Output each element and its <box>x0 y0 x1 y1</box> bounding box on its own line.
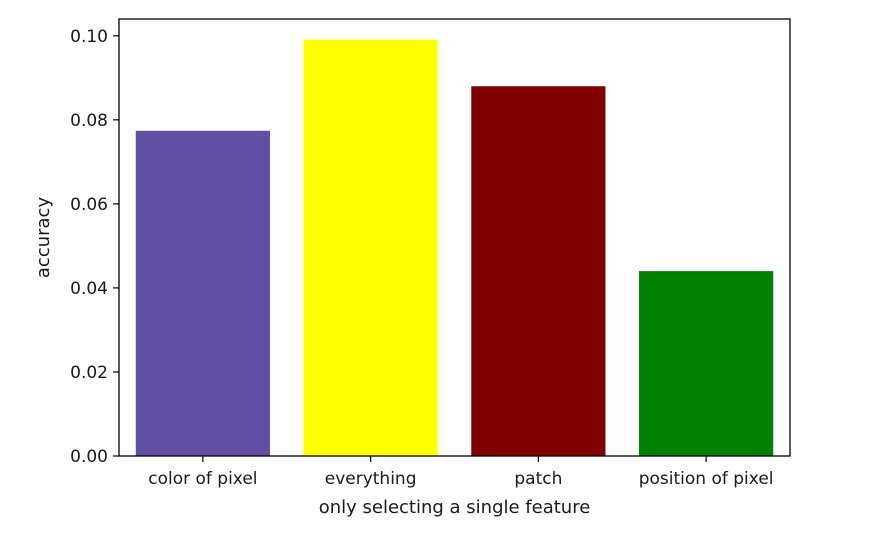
y-axis-label: accuracy <box>33 197 54 279</box>
plot-area: color of pixel everything patch position of… <box>70 27 773 489</box>
x-axis-label: only selecting a single feature <box>319 497 591 518</box>
x-tick-label-3: position of pixel <box>639 469 774 489</box>
bar-3 <box>639 271 774 456</box>
y-tick-label-4: 0.08 <box>70 111 108 131</box>
x-tick-label-0: color of pixel <box>148 469 257 489</box>
bar-1 <box>303 39 438 457</box>
y-tick-label-2: 0.04 <box>70 279 108 299</box>
y-tick-label-3: 0.06 <box>70 195 108 215</box>
axes-frame <box>118 18 791 457</box>
bar-2 <box>471 86 606 456</box>
x-tick-label-1: everything <box>325 469 417 489</box>
y-tick-label-1: 0.02 <box>70 363 108 383</box>
y-tick-label-5: 0.10 <box>70 27 108 47</box>
bar-0 <box>135 130 270 456</box>
x-tick-label-2: patch <box>514 469 562 489</box>
y-tick-label-0: 0.00 <box>70 447 108 467</box>
